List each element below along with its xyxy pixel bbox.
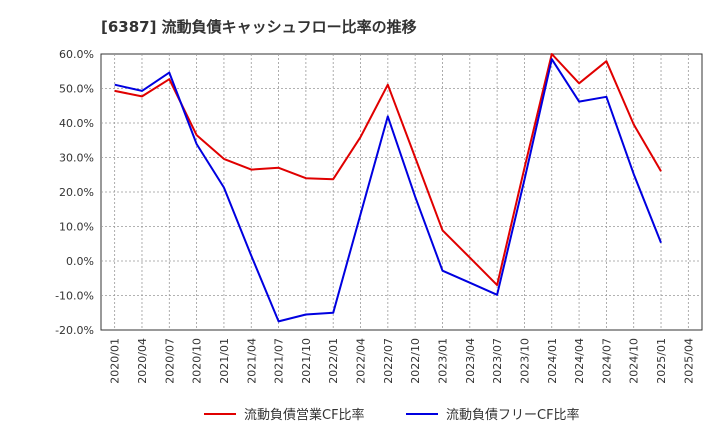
- y-tick-label: 0.0%: [66, 255, 94, 268]
- y-tick-label: 60.0%: [59, 48, 94, 61]
- x-tick-label: 2023/01: [436, 338, 449, 384]
- y-tick-label: 10.0%: [59, 221, 94, 234]
- legend: 流動負債営業CF比率 流動負債フリーCF比率: [204, 407, 580, 423]
- x-tick-label: 2024/04: [573, 338, 586, 384]
- y-tick-label: 50.0%: [59, 83, 94, 96]
- x-tick-label: 2025/01: [655, 338, 668, 384]
- x-axis: 2020/01 2020/04 2020/07 2020/10 2021/01 2021/…: [109, 338, 696, 384]
- y-tick-label: -20.0%: [55, 324, 94, 337]
- x-tick-label: 2022/10: [409, 338, 422, 384]
- x-tick-label: 2024/07: [600, 338, 613, 384]
- legend-label: 流動負債フリーCF比率: [446, 407, 580, 423]
- x-tick-label: 2025/04: [682, 338, 695, 384]
- legend-label: 流動負債営業CF比率: [244, 407, 365, 423]
- series-line-free-cf: [114, 58, 662, 323]
- y-tick-label: 20.0%: [59, 186, 94, 199]
- x-tick-label: 2020/07: [163, 338, 176, 384]
- x-tick-label: 2023/04: [464, 338, 477, 384]
- x-tick-label: 2022/04: [355, 338, 368, 384]
- y-axis: 60.0% 50.0% 40.0% 30.0% 20.0% 10.0% 0.0% -10.0%…: [55, 48, 94, 337]
- x-tick-label: 2024/10: [628, 338, 641, 384]
- x-tick-label: 2021/07: [273, 338, 286, 384]
- plot-area: [100, 53, 703, 331]
- x-tick-label: 2022/01: [327, 338, 340, 384]
- x-tick-label: 2023/10: [518, 338, 531, 384]
- chart-title: [6387] 流動負債キャッシュフロー比率の推移: [101, 18, 417, 36]
- x-tick-label: 2020/01: [109, 338, 122, 384]
- x-tick-label: 2021/10: [300, 338, 313, 384]
- series-layer: [114, 53, 662, 323]
- y-tick-label: 30.0%: [59, 152, 94, 165]
- y-tick-label: -10.0%: [55, 290, 94, 303]
- x-tick-label: 2021/04: [245, 338, 258, 384]
- x-tick-label: 2023/07: [491, 338, 504, 384]
- series-line-operating-cf: [114, 53, 662, 287]
- y-tick-label: 40.0%: [59, 117, 94, 130]
- x-tick-label: 2020/04: [136, 338, 149, 384]
- x-tick-label: 2022/07: [382, 338, 395, 384]
- x-tick-label: 2021/01: [218, 338, 231, 384]
- x-tick-label: 2020/10: [191, 338, 204, 384]
- x-tick-label: 2024/01: [546, 338, 559, 384]
